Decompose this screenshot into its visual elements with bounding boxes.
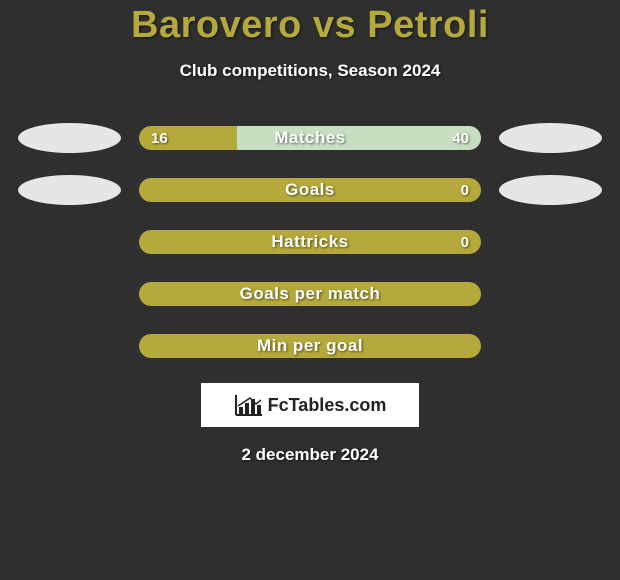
bar-chart-icon [234, 393, 264, 417]
left-oval [18, 175, 121, 205]
stat-bar: Hattricks0 [139, 230, 481, 254]
stat-bar: Min per goal [139, 334, 481, 358]
bar-segment-left [139, 230, 481, 254]
page-subtitle: Club competitions, Season 2024 [0, 61, 620, 81]
bar-segment-left [139, 282, 481, 306]
stat-row: Matches1640 [10, 123, 610, 153]
comparison-infographic: Barovero vs Petroli Club competitions, S… [0, 0, 620, 580]
bar-segment-left [139, 334, 481, 358]
stat-bar: Goals per match [139, 282, 481, 306]
left-oval [18, 123, 121, 153]
stat-row: Goals0 [10, 175, 610, 205]
stat-row: Goals per match [10, 279, 610, 309]
date-label: 2 december 2024 [0, 445, 620, 465]
logo-text: FcTables.com [268, 395, 387, 416]
right-oval [499, 123, 602, 153]
bar-segment-right [237, 126, 481, 150]
bar-segment-left [139, 126, 237, 150]
logo-box: FcTables.com [201, 383, 419, 427]
page-title: Barovero vs Petroli [0, 4, 620, 47]
stat-row: Hattricks0 [10, 227, 610, 257]
stat-bar: Goals0 [139, 178, 481, 202]
bar-segment-left [139, 178, 481, 202]
stat-row: Min per goal [10, 331, 610, 361]
stat-rows: Matches1640 Goals0 Hattricks0 Goals per mat… [0, 123, 620, 361]
stat-bar: Matches1640 [139, 126, 481, 150]
right-oval [499, 175, 602, 205]
